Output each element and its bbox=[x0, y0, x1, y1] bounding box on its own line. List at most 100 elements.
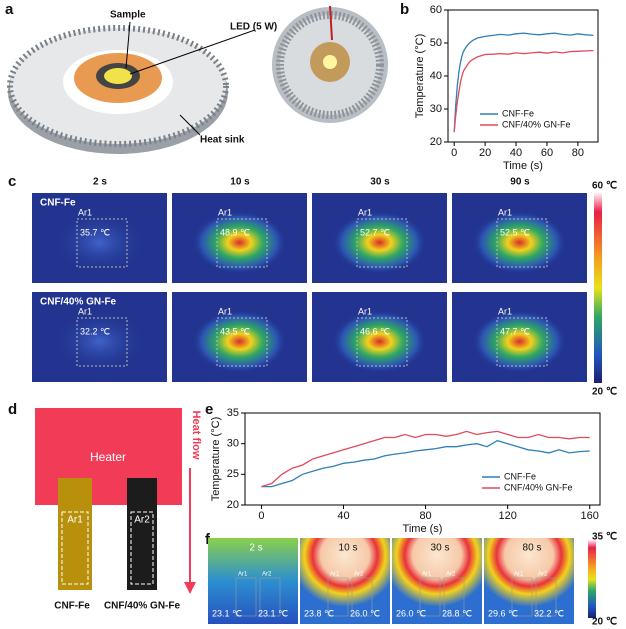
x-tick-label: 80 bbox=[572, 147, 584, 159]
region-box bbox=[235, 577, 257, 617]
thermal-image: Ar1 32.2 ℃ CNF/40% GN-Fe bbox=[32, 292, 167, 382]
data-line bbox=[261, 430, 590, 488]
x-tick-label: 20 bbox=[479, 147, 491, 159]
colorbar bbox=[588, 540, 596, 618]
panel-label: e bbox=[205, 401, 213, 418]
legend-label: CNF-Fe bbox=[504, 471, 536, 481]
image-bg bbox=[392, 538, 482, 624]
y-tick-label: 40 bbox=[430, 70, 442, 82]
image-hotspot bbox=[172, 193, 307, 283]
y-tick-label: 30 bbox=[227, 438, 239, 450]
x-axis-title: Time (s) bbox=[503, 160, 543, 172]
x-tick-label: 0 bbox=[451, 147, 457, 159]
region-box bbox=[259, 577, 281, 617]
region-box bbox=[356, 218, 408, 268]
image-hotspot bbox=[32, 193, 167, 283]
thermal-image: Ar1 52.5 ℃ bbox=[452, 193, 587, 283]
temperature-label: 47.7 ℃ bbox=[500, 326, 530, 336]
column-header: 90 s bbox=[510, 177, 530, 188]
colorbar bbox=[594, 193, 602, 383]
temperature-label: 26.0 ℃ bbox=[350, 608, 380, 618]
y-tick-label: 20 bbox=[227, 499, 239, 511]
temperature-label: 23.1 ℃ bbox=[258, 608, 288, 618]
x-tick-label: 40 bbox=[337, 510, 349, 522]
column-header: 10 s bbox=[230, 177, 250, 188]
region-box bbox=[496, 218, 548, 268]
row-label: CNF/40% GN-Fe bbox=[40, 297, 117, 308]
region-label: Ar2 bbox=[538, 572, 548, 578]
temperature-label: 52.5 ℃ bbox=[500, 227, 530, 237]
temperature-label: 32.2 ℃ bbox=[534, 608, 564, 618]
time-label: 80 s bbox=[523, 543, 542, 554]
image-hotspot bbox=[452, 193, 587, 283]
region-box bbox=[76, 218, 128, 268]
x-tick-label: 120 bbox=[498, 510, 516, 522]
x-tick-label: 60 bbox=[541, 147, 553, 159]
region-label: Ar2 bbox=[262, 572, 272, 578]
region-label: Ar1 bbox=[358, 207, 372, 217]
region-box bbox=[535, 577, 557, 617]
region-label: Ar2 bbox=[134, 515, 150, 526]
data-line bbox=[453, 32, 594, 133]
region-box bbox=[496, 317, 548, 367]
y-axis-title: Temperature (°C) bbox=[210, 417, 222, 501]
thermal-image: 10 s Ar1 23.8 ℃ Ar2 26.0 ℃ bbox=[300, 538, 390, 624]
illustration-label: Sample bbox=[110, 10, 146, 21]
region-label: Ar1 bbox=[67, 515, 83, 526]
region-box bbox=[216, 218, 268, 268]
y-tick-label: 20 bbox=[430, 136, 442, 148]
plot-frame bbox=[244, 412, 601, 506]
temperature-label: 35.7 ℃ bbox=[80, 227, 110, 237]
region-label: Ar1 bbox=[498, 207, 512, 217]
x-tick-label: 40 bbox=[510, 147, 522, 159]
image-hotspot bbox=[312, 193, 447, 283]
temperature-label: 43.5 ℃ bbox=[220, 326, 250, 336]
region-box bbox=[419, 577, 441, 617]
region-label: Ar1 bbox=[358, 306, 372, 316]
region-box bbox=[216, 317, 268, 367]
thermal-image: Ar1 46.6 ℃ bbox=[312, 292, 447, 382]
colorbar-label: 60 ℃ bbox=[592, 181, 617, 192]
region-box bbox=[356, 317, 408, 367]
y-axis-title: Temperature (°C) bbox=[414, 34, 426, 118]
region-label: Ar1 bbox=[78, 207, 92, 217]
thermal-image: 30 s Ar1 26.0 ℃ Ar2 28.8 ℃ bbox=[392, 538, 482, 624]
temperature-label: 29.6 ℃ bbox=[488, 608, 518, 618]
temperature-label: 52.7 ℃ bbox=[360, 227, 390, 237]
colorbar-label: 20 ℃ bbox=[592, 387, 617, 398]
legend-label: CNF/40% GN-Fe bbox=[502, 119, 571, 129]
region-label: Ar2 bbox=[354, 572, 364, 578]
region-box bbox=[351, 577, 373, 617]
region-label: Ar2 bbox=[446, 572, 456, 578]
legend-label: CNF-Fe bbox=[502, 108, 534, 118]
colorbar-label: 35 ℃ bbox=[592, 532, 617, 543]
temperature-label: 23.8 ℃ bbox=[304, 608, 334, 618]
x-axis-title: Time (s) bbox=[403, 523, 443, 535]
data-line bbox=[261, 439, 590, 488]
region-box bbox=[443, 577, 465, 617]
x-tick-label: 160 bbox=[581, 510, 599, 522]
panel-label: c bbox=[8, 173, 16, 190]
row-label: CNF-Fe bbox=[40, 198, 76, 209]
heat-flow-label: Heat flow bbox=[190, 411, 202, 460]
heater-diagram bbox=[35, 408, 196, 594]
image-hotspot bbox=[452, 292, 587, 382]
image-bg bbox=[208, 538, 298, 624]
region-label: Ar1 bbox=[422, 572, 432, 578]
region-label: Ar1 bbox=[78, 306, 92, 316]
region-box bbox=[327, 577, 349, 617]
time-label: 10 s bbox=[339, 543, 358, 554]
region-label: Ar1 bbox=[218, 207, 232, 217]
image-hotspot bbox=[32, 292, 167, 382]
temperature-label: 28.8 ℃ bbox=[442, 608, 472, 618]
y-tick-label: 50 bbox=[430, 37, 442, 49]
thermal-image: Ar1 48.9 ℃ bbox=[172, 193, 307, 283]
y-tick-label: 60 bbox=[430, 4, 442, 16]
image-hotspot bbox=[172, 292, 307, 382]
thermal-image: Ar1 43.5 ℃ bbox=[172, 292, 307, 382]
region-label: Ar1 bbox=[330, 572, 340, 578]
region-box bbox=[76, 317, 128, 367]
region-label: Ar1 bbox=[498, 306, 512, 316]
